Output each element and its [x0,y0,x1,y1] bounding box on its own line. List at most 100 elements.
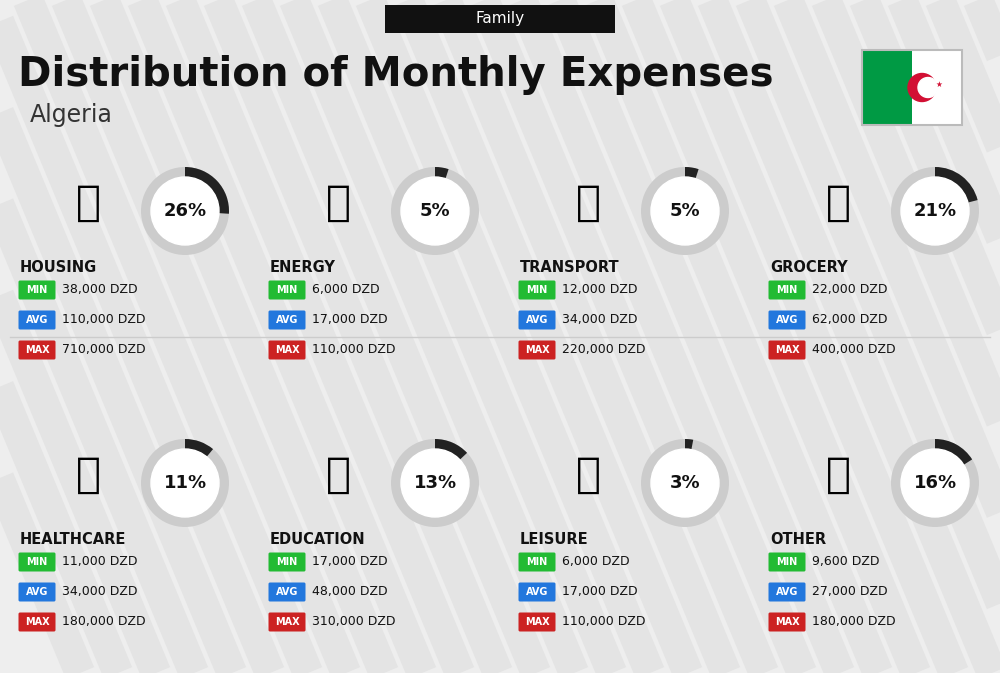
Text: 🚌: 🚌 [576,182,600,224]
Wedge shape [185,439,213,457]
Text: AVG: AVG [26,587,48,597]
Text: MAX: MAX [525,345,549,355]
FancyBboxPatch shape [768,310,806,330]
Text: 🏥: 🏥 [76,454,100,496]
Text: MIN: MIN [776,557,798,567]
FancyBboxPatch shape [518,281,556,299]
Text: AVG: AVG [276,587,298,597]
Wedge shape [185,167,229,214]
Text: 🎓: 🎓 [326,454,351,496]
Text: HOUSING: HOUSING [20,260,97,275]
Text: 110,000 DZD: 110,000 DZD [312,343,396,357]
FancyBboxPatch shape [768,612,806,631]
Text: 180,000 DZD: 180,000 DZD [812,616,896,629]
Wedge shape [935,167,978,203]
Text: 6,000 DZD: 6,000 DZD [562,555,630,569]
Text: TRANSPORT: TRANSPORT [520,260,620,275]
FancyBboxPatch shape [768,553,806,571]
Wedge shape [435,167,449,178]
Text: MAX: MAX [525,617,549,627]
FancyBboxPatch shape [18,341,56,359]
Circle shape [651,177,719,245]
Circle shape [901,449,969,517]
Text: 110,000 DZD: 110,000 DZD [62,314,146,326]
Text: 12,000 DZD: 12,000 DZD [562,283,638,297]
Text: AVG: AVG [26,315,48,325]
Circle shape [901,177,969,245]
Text: 6,000 DZD: 6,000 DZD [312,283,380,297]
Wedge shape [935,439,972,465]
Text: GROCERY: GROCERY [770,260,848,275]
FancyBboxPatch shape [268,612,306,631]
Wedge shape [891,439,979,527]
Text: MAX: MAX [775,345,799,355]
Wedge shape [391,167,479,255]
Wedge shape [391,439,479,527]
Wedge shape [685,439,693,450]
Text: 180,000 DZD: 180,000 DZD [62,616,146,629]
Text: 13%: 13% [413,474,457,492]
Wedge shape [685,167,699,178]
Wedge shape [141,439,229,527]
Text: 310,000 DZD: 310,000 DZD [312,616,396,629]
Text: AVG: AVG [526,587,548,597]
Text: 21%: 21% [913,202,957,220]
Wedge shape [641,167,729,255]
Text: EDUCATION: EDUCATION [270,532,366,548]
Circle shape [918,77,938,98]
FancyBboxPatch shape [18,583,56,602]
FancyBboxPatch shape [768,281,806,299]
Text: HEALTHCARE: HEALTHCARE [20,532,126,548]
Text: 48,000 DZD: 48,000 DZD [312,586,388,598]
Text: AVG: AVG [776,315,798,325]
Text: 17,000 DZD: 17,000 DZD [312,555,388,569]
Text: LEISURE: LEISURE [520,532,589,548]
Wedge shape [641,439,729,527]
Circle shape [151,177,219,245]
Text: 27,000 DZD: 27,000 DZD [812,586,888,598]
Wedge shape [435,439,467,460]
Text: 710,000 DZD: 710,000 DZD [62,343,146,357]
FancyBboxPatch shape [268,310,306,330]
FancyBboxPatch shape [18,281,56,299]
Text: 62,000 DZD: 62,000 DZD [812,314,888,326]
Text: MIN: MIN [26,285,48,295]
FancyBboxPatch shape [18,553,56,571]
Text: 16%: 16% [913,474,957,492]
Text: 11%: 11% [163,474,207,492]
FancyBboxPatch shape [518,341,556,359]
Text: 🔌: 🔌 [326,182,351,224]
Text: 17,000 DZD: 17,000 DZD [562,586,638,598]
FancyBboxPatch shape [518,310,556,330]
FancyBboxPatch shape [268,583,306,602]
FancyBboxPatch shape [518,612,556,631]
Text: 🛒: 🛒 [826,182,850,224]
Wedge shape [141,167,229,255]
Text: 34,000 DZD: 34,000 DZD [62,586,138,598]
Text: 220,000 DZD: 220,000 DZD [562,343,646,357]
Circle shape [151,449,219,517]
Wedge shape [891,167,979,255]
Text: 5%: 5% [420,202,450,220]
Text: Distribution of Monthly Expenses: Distribution of Monthly Expenses [18,55,774,95]
Text: 400,000 DZD: 400,000 DZD [812,343,896,357]
Text: 👜: 👜 [826,454,850,496]
Circle shape [401,177,469,245]
Circle shape [651,449,719,517]
FancyBboxPatch shape [518,583,556,602]
Text: 110,000 DZD: 110,000 DZD [562,616,646,629]
Text: MAX: MAX [25,617,49,627]
Text: 9,600 DZD: 9,600 DZD [812,555,880,569]
Text: 5%: 5% [670,202,700,220]
FancyBboxPatch shape [268,553,306,571]
Text: Algeria: Algeria [30,103,113,127]
FancyBboxPatch shape [385,5,615,33]
FancyBboxPatch shape [768,341,806,359]
Text: 38,000 DZD: 38,000 DZD [62,283,138,297]
Text: AVG: AVG [276,315,298,325]
Text: MIN: MIN [776,285,798,295]
Circle shape [401,449,469,517]
FancyBboxPatch shape [862,50,912,125]
Text: 11,000 DZD: 11,000 DZD [62,555,138,569]
Text: MIN: MIN [276,285,298,295]
